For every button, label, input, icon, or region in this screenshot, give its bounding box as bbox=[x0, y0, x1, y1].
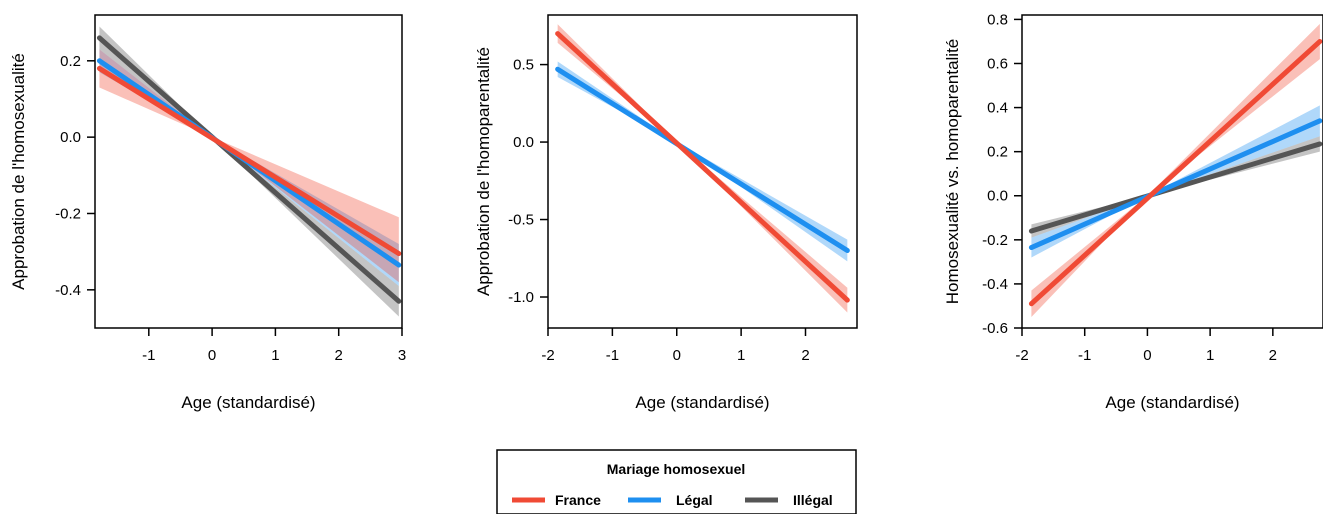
x-tick-label: 0 bbox=[208, 347, 216, 364]
y-tick-label: -0.5 bbox=[508, 212, 534, 229]
y-tick-label: -0.2 bbox=[55, 205, 81, 222]
ci-band-legal bbox=[1031, 105, 1320, 258]
x-tick-label: 1 bbox=[271, 347, 279, 364]
x-tick-label: 2 bbox=[1269, 347, 1277, 364]
legend-title: Mariage homosexuel bbox=[607, 461, 746, 477]
x-axis-label-right: Age (standardisé) bbox=[1105, 393, 1239, 412]
x-tick-label: 0 bbox=[1143, 347, 1151, 364]
y-tick-label: -0.4 bbox=[55, 282, 81, 299]
plot-frame-middle bbox=[547, 14, 858, 329]
plot-frame-right bbox=[1021, 14, 1323, 329]
series-line-france bbox=[555, 31, 850, 303]
panel-middle: -2 -1 0 1 2 -1.0 -0.5 0.0 0.5 Age (standardisé) Ap… bbox=[474, 14, 858, 412]
y-tick-label: 0.2 bbox=[60, 53, 81, 70]
y-axis-label-left: Approbation de l'homosexualité bbox=[9, 53, 28, 290]
x-tick-label: -2 bbox=[1015, 347, 1028, 364]
y-tick-label: -0.2 bbox=[982, 232, 1008, 249]
series-line-france bbox=[1028, 38, 1323, 307]
x-tick-label: -1 bbox=[142, 347, 155, 364]
plot-area-middle bbox=[555, 24, 850, 313]
y-tick-label: -0.4 bbox=[982, 276, 1008, 293]
series-line-illegal bbox=[96, 35, 402, 304]
chart-panels: -1 0 1 2 3 -0.4 -0.2 0.0 0.2 Age (standardisé) App… bbox=[9, 11, 1323, 412]
x-tick-label: 2 bbox=[801, 347, 809, 364]
ci-band-legal bbox=[557, 61, 848, 262]
x-tick-label: -2 bbox=[541, 347, 554, 364]
x-tick-label: 0 bbox=[673, 347, 681, 364]
series-line-illegal bbox=[1028, 141, 1323, 234]
y-tick-label: 0.0 bbox=[60, 129, 81, 146]
y-tick-label: 0.0 bbox=[513, 134, 534, 151]
x-tick-label: -1 bbox=[1078, 347, 1091, 364]
x-tick-label: 1 bbox=[737, 347, 745, 364]
plot-area-left bbox=[96, 26, 402, 317]
y-tick-label: 0.5 bbox=[513, 57, 534, 74]
x-axis-label-left: Age (standardisé) bbox=[181, 393, 315, 412]
y-tick-label: -1.0 bbox=[508, 289, 534, 306]
x-tick-label: 3 bbox=[398, 347, 406, 364]
y-tick-label: -0.6 bbox=[982, 320, 1008, 337]
y-tick-label: 0.6 bbox=[987, 55, 1008, 72]
ci-band-france bbox=[557, 24, 848, 313]
series-line-legal bbox=[555, 66, 850, 254]
plot-area-right bbox=[1028, 23, 1323, 317]
x-tick-label: 2 bbox=[335, 347, 343, 364]
y-tick-label: 0.8 bbox=[987, 11, 1008, 28]
y-tick-label: 0.2 bbox=[987, 144, 1008, 161]
legend-label-legal: Légal bbox=[676, 492, 713, 508]
legend-label-illegal: Illégal bbox=[793, 492, 833, 508]
legend: Mariage homosexuel France Légal Illégal bbox=[496, 449, 857, 514]
y-axis-label-middle: Approbation de l'homoparentalité bbox=[474, 47, 493, 296]
y-tick-label: 0.0 bbox=[987, 188, 1008, 205]
ci-band-legal bbox=[99, 49, 399, 287]
y-tick-label: 0.4 bbox=[987, 100, 1008, 117]
x-axis-label-middle: Age (standardisé) bbox=[635, 393, 769, 412]
panel-left: -1 0 1 2 3 -0.4 -0.2 0.0 0.2 Age (standardisé) App… bbox=[9, 14, 406, 412]
legend-box bbox=[496, 449, 857, 514]
series-line-france bbox=[96, 65, 402, 257]
x-tick-label: 1 bbox=[1206, 347, 1214, 364]
plot-frame-left bbox=[94, 14, 403, 329]
panel-right: -2 -1 0 1 2 -0.6 -0.4 -0.2 0.0 0.2 0.4 0.6 0.8 Age (s… bbox=[943, 11, 1323, 412]
legend-label-france: France bbox=[555, 492, 601, 508]
series-line-legal bbox=[1028, 118, 1323, 251]
x-tick-label: -1 bbox=[606, 347, 619, 364]
y-axis-label-right: Homosexualité vs. homoparentalité bbox=[943, 39, 962, 305]
